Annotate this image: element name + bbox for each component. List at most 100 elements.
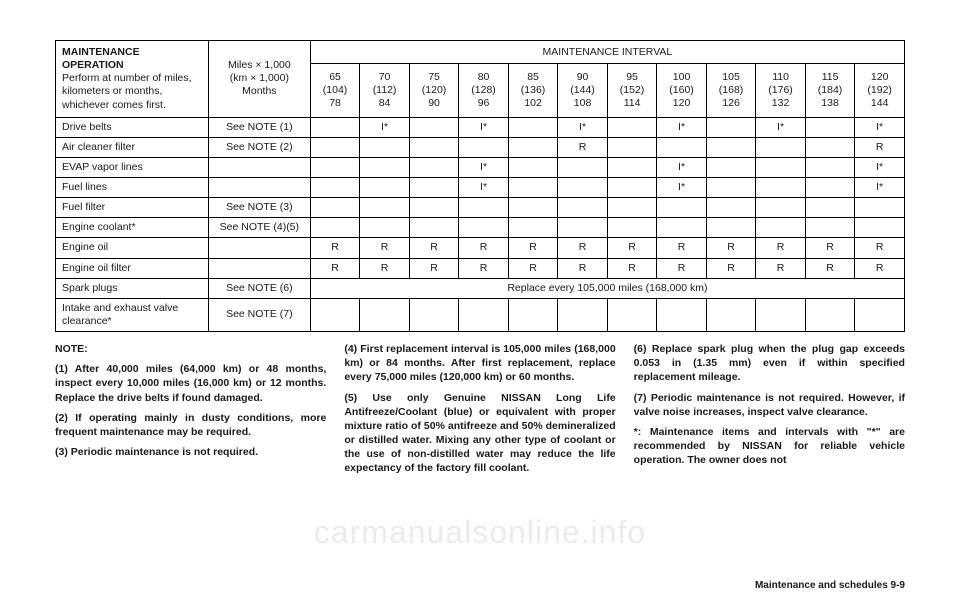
cell	[360, 137, 410, 157]
unit-miles: Miles × 1,000	[228, 59, 291, 71]
cell	[706, 298, 756, 331]
cell: R	[459, 238, 509, 258]
cell: R	[508, 258, 558, 278]
cell: R	[310, 238, 360, 258]
cell	[409, 178, 459, 198]
cell: I*	[459, 117, 509, 137]
cell	[657, 137, 707, 157]
cell	[360, 157, 410, 177]
cell	[360, 298, 410, 331]
cell-label: Engine oil	[56, 238, 209, 258]
interval-col-2: 75(120)90	[409, 64, 459, 117]
cell: R	[607, 238, 657, 258]
cell	[706, 198, 756, 218]
table-row: Engine oilRRRRRRRRRRRR	[56, 238, 905, 258]
cell	[607, 218, 657, 238]
cell: R	[508, 238, 558, 258]
cell	[360, 198, 410, 218]
table-row: EVAP vapor linesI*I*I*	[56, 157, 905, 177]
cell	[756, 298, 806, 331]
note-3: (3) Periodic maintenance is not required…	[55, 445, 326, 459]
cell	[310, 137, 360, 157]
cell	[409, 298, 459, 331]
cell: I*	[855, 178, 905, 198]
cell	[657, 298, 707, 331]
cell: R	[360, 238, 410, 258]
cell	[558, 198, 608, 218]
unit-months: Months	[242, 85, 276, 97]
cell	[310, 157, 360, 177]
header-operation: MAINTENANCE OPERATION Perform at number …	[56, 41, 209, 118]
cell	[508, 198, 558, 218]
cell: I*	[360, 117, 410, 137]
cell: R	[855, 258, 905, 278]
table-row: Fuel filterSee NOTE (3)	[56, 198, 905, 218]
cell-label: Drive belts	[56, 117, 209, 137]
cell	[805, 198, 855, 218]
cell: R	[558, 137, 608, 157]
cell	[855, 198, 905, 218]
cell: R	[706, 238, 756, 258]
cell-label: Engine coolant*	[56, 218, 209, 238]
table-row: Engine oil filterRRRRRRRRRRRR	[56, 258, 905, 278]
interval-col-6: 95(152)114	[607, 64, 657, 117]
cell: R	[657, 258, 707, 278]
cell: R	[558, 258, 608, 278]
page-footer: Maintenance and schedules 9-9	[755, 580, 905, 591]
interval-col-9: 110(176)132	[756, 64, 806, 117]
cell	[657, 198, 707, 218]
cell: R	[855, 137, 905, 157]
cell	[607, 178, 657, 198]
cell	[805, 178, 855, 198]
cell: R	[558, 238, 608, 258]
cell: R	[805, 258, 855, 278]
cell	[706, 218, 756, 238]
cell: R	[409, 238, 459, 258]
cell: I*	[855, 157, 905, 177]
interval-col-5: 90(144)108	[558, 64, 608, 117]
cell	[360, 178, 410, 198]
cell	[706, 178, 756, 198]
cell	[508, 157, 558, 177]
cell-note: See NOTE (3)	[208, 198, 310, 218]
note-2: (2) If operating mainly in dusty conditi…	[55, 411, 326, 439]
cell	[855, 218, 905, 238]
cell-label: Spark plugs	[56, 278, 209, 298]
cell	[607, 198, 657, 218]
cell	[805, 137, 855, 157]
cell-note: See NOTE (6)	[208, 278, 310, 298]
cell	[508, 117, 558, 137]
table-row: Fuel linesI*I*I*	[56, 178, 905, 198]
spark-span-cell: Replace every 105,000 miles (168,000 km)	[310, 278, 904, 298]
cell-note	[208, 178, 310, 198]
cell: R	[855, 238, 905, 258]
row-spark-plugs: Spark plugs See NOTE (6) Replace every 1…	[56, 278, 905, 298]
cell: R	[607, 258, 657, 278]
cell: I*	[657, 178, 707, 198]
interval-col-10: 115(184)138	[805, 64, 855, 117]
cell: I*	[558, 117, 608, 137]
row-intake-exhaust: Intake and exhaust valve clearance* See …	[56, 298, 905, 331]
cell: I*	[657, 117, 707, 137]
header-operation-bold: MAINTENANCE OPERATION	[62, 46, 140, 71]
cell	[756, 178, 806, 198]
cell: R	[756, 258, 806, 278]
cell	[855, 298, 905, 331]
notes-section: NOTE: (1) After 40,000 miles (64,000 km)…	[55, 342, 905, 476]
cell	[805, 298, 855, 331]
cell: R	[657, 238, 707, 258]
cell-label: Fuel filter	[56, 198, 209, 218]
note-6: (6) Replace spark plug when the plug gap…	[634, 342, 905, 385]
cell	[508, 178, 558, 198]
cell: I*	[459, 157, 509, 177]
note-1: (1) After 40,000 miles (64,000 km) or 48…	[55, 362, 326, 405]
header-units: Miles × 1,000 (km × 1,000) Months	[208, 41, 310, 118]
cell	[409, 157, 459, 177]
cell	[459, 298, 509, 331]
cell-note	[208, 238, 310, 258]
cell	[558, 178, 608, 198]
cell	[310, 117, 360, 137]
cell-note: See NOTE (7)	[208, 298, 310, 331]
cell: R	[756, 238, 806, 258]
interval-col-11: 120(192)144	[855, 64, 905, 117]
